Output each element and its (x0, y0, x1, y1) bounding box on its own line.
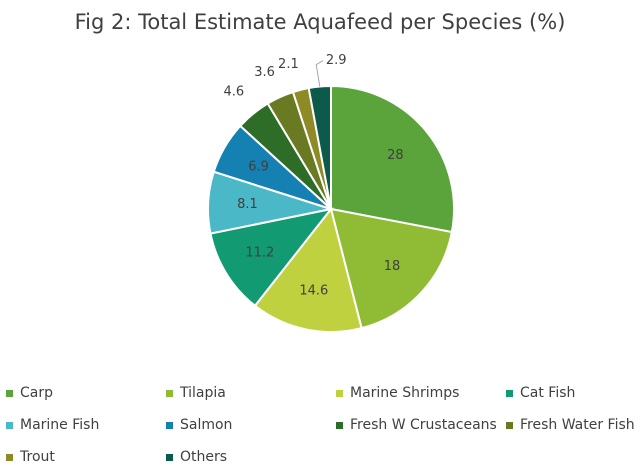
data-label: 4.6 (223, 84, 244, 99)
leader-line (315, 60, 324, 87)
legend-label: Trout (20, 449, 55, 465)
chart-legend: Carp Tilapia Marine Shrimps Cat Fish Marine … (0, 378, 640, 470)
legend-swatch (166, 421, 173, 429)
pie-slice-cat-fish (209, 207, 334, 308)
legend-item: Others (166, 449, 227, 465)
legend-swatch (336, 421, 343, 429)
legend-item: Fresh W Crustaceans (336, 417, 497, 433)
legend-item: Marine Fish (6, 417, 99, 433)
legend-swatch (506, 421, 513, 429)
legend-swatch (506, 389, 513, 397)
data-label: 6.9 (248, 160, 269, 175)
data-label: 18 (384, 259, 401, 274)
legend-label: Salmon (180, 417, 233, 433)
legend-swatch (166, 453, 173, 461)
pie-slice-carp (330, 84, 455, 234)
legend-label: Marine Shrimps (350, 385, 460, 401)
pie-slice-tilapia (329, 207, 453, 330)
legend-label: Others (180, 449, 228, 465)
legend-label: Tilapia (180, 385, 226, 401)
data-label: 8.1 (237, 197, 258, 212)
data-label: 28 (387, 148, 404, 163)
data-label: 2.9 (326, 53, 347, 68)
data-label: 11.2 (245, 245, 274, 260)
pie-slice-marine-shrimps (253, 206, 363, 333)
legend-label: Carp (20, 385, 53, 401)
legend-swatch (6, 421, 13, 429)
legend-swatch (6, 453, 13, 461)
chart-title: Fig 2: Total Estimate Aquafeed per Speci… (74, 10, 566, 34)
data-label: 3.6 (254, 65, 275, 80)
legend-item: Salmon (166, 417, 232, 433)
legend-item: Cat Fish (506, 385, 575, 401)
pie-slice-others (307, 84, 332, 210)
legend-item: Marine Shrimps (336, 385, 459, 401)
legend-item: Trout (6, 449, 55, 465)
legend-item: Tilapia (166, 385, 226, 401)
legend-item: Fresh Water Fish (506, 417, 635, 433)
legend-label: Fresh Water Fish (520, 417, 635, 433)
legend-label: Marine Fish (20, 417, 100, 433)
legend-swatch (6, 389, 13, 397)
legend-swatch (166, 389, 173, 397)
legend-label: Cat Fish (520, 385, 576, 401)
legend-label: Fresh W Crustaceans (350, 417, 497, 433)
legend-item: Carp (6, 385, 53, 401)
data-label: 2.1 (278, 57, 299, 72)
legend-swatch (336, 389, 343, 397)
data-label: 14.6 (299, 283, 328, 298)
